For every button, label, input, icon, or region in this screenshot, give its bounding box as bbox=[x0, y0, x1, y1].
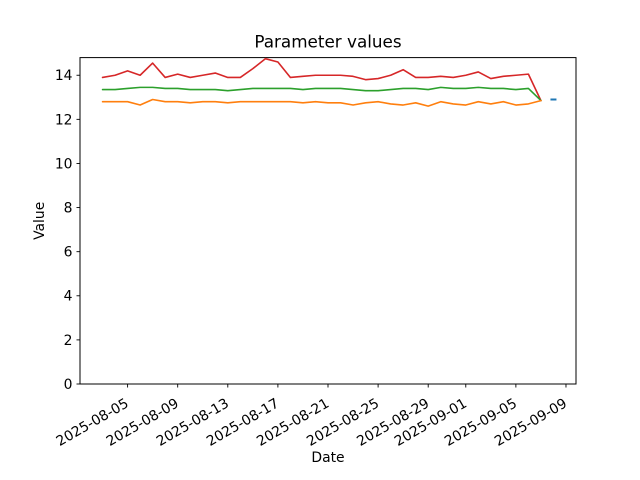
y-tick-label: 6 bbox=[64, 245, 73, 261]
series-red-line bbox=[101, 57, 542, 102]
series-green-line bbox=[101, 86, 542, 102]
y-tick-label: 2 bbox=[64, 333, 73, 349]
y-tick-label: 4 bbox=[64, 289, 73, 305]
axes-spines bbox=[79, 57, 577, 385]
plot-area: 024681012142025-08-052025-08-092025-08-1… bbox=[54, 57, 577, 450]
x-axis-label: Date bbox=[311, 450, 344, 466]
y-tick-label: 14 bbox=[55, 68, 73, 84]
y-tick-label: 0 bbox=[64, 377, 73, 393]
y-axis-label: Value bbox=[32, 202, 48, 240]
series-orange-line bbox=[101, 98, 542, 107]
y-tick-label: 8 bbox=[64, 200, 73, 216]
y-tick-label: 10 bbox=[55, 156, 73, 172]
y-tick-label: 12 bbox=[55, 112, 73, 128]
chart-title: Parameter values bbox=[254, 32, 401, 52]
